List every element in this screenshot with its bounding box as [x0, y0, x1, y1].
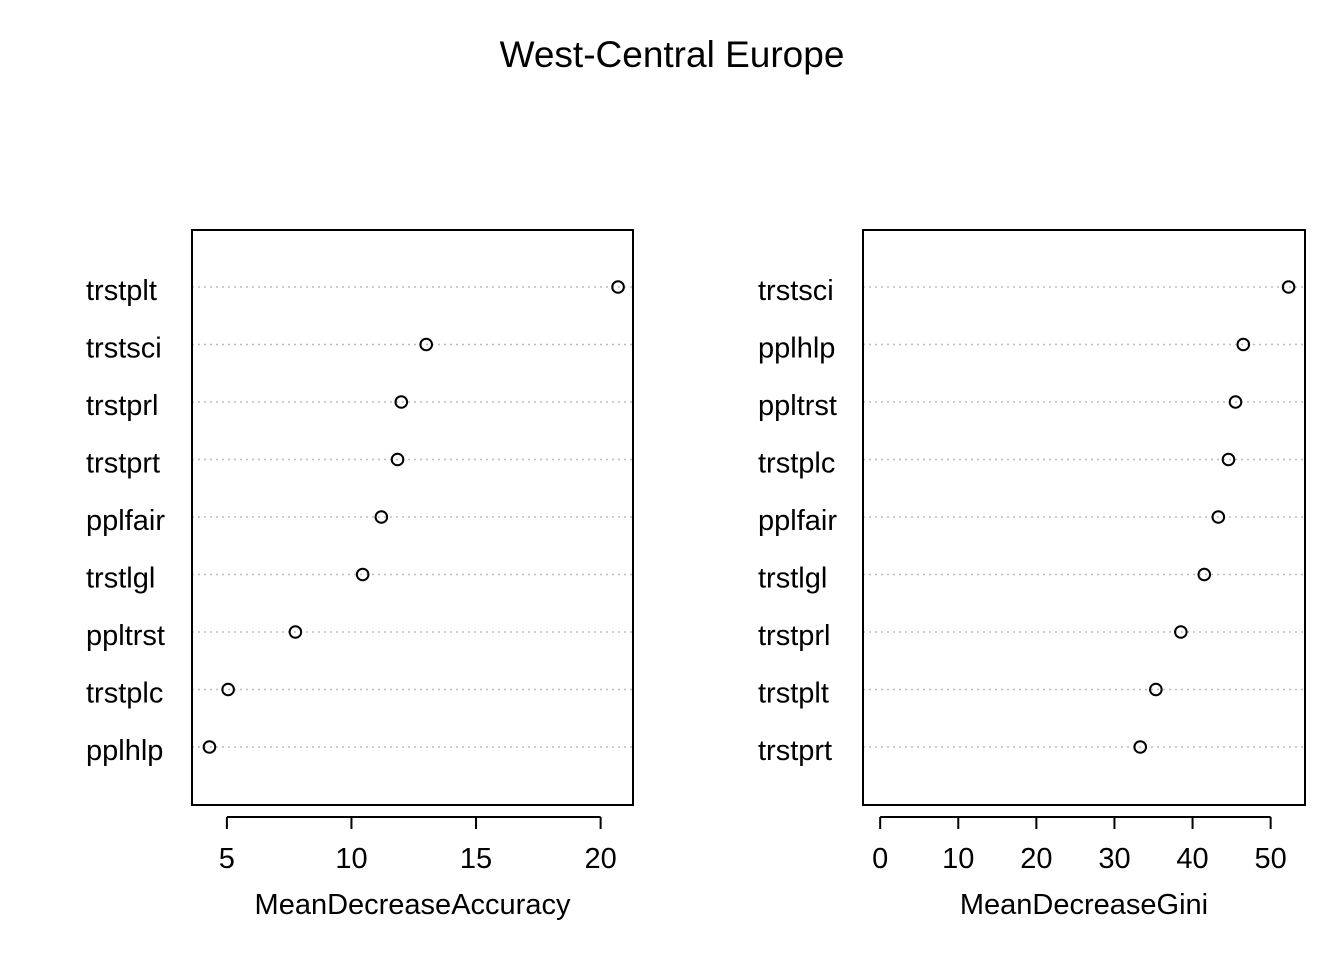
- category-label: trstplc: [758, 448, 835, 480]
- category-label: pplhlp: [758, 333, 835, 365]
- x-tick-label: 5: [219, 843, 235, 875]
- category-label: trstprt: [86, 448, 160, 480]
- x-tick-label: 30: [1098, 843, 1130, 875]
- category-label: trstlgl: [86, 563, 155, 595]
- data-point: [1236, 337, 1251, 352]
- category-label: trstsci: [758, 275, 834, 307]
- page-title: West-Central Europe: [499, 34, 845, 75]
- data-point: [1133, 740, 1148, 754]
- data-point: [611, 280, 625, 294]
- category-label: trstprl: [758, 620, 831, 652]
- chart-panel-2: trstsci pplhlp ppltrst trstplc pplfair trstlg…: [758, 229, 1306, 921]
- category-label: ppltrst: [86, 620, 165, 652]
- data-point: [374, 510, 389, 524]
- x-tick-label: 10: [942, 843, 974, 875]
- x-axis-label: MeanDecreaseAccuracy: [255, 889, 571, 921]
- x-tick-label: 0: [872, 843, 888, 875]
- data-point: [1228, 395, 1243, 409]
- x-tick-label: 20: [1020, 843, 1052, 875]
- data-point: [355, 567, 370, 582]
- data-point: [419, 337, 434, 352]
- x-tick-label: 50: [1255, 843, 1287, 875]
- category-label: trstplt: [86, 275, 157, 307]
- x-tick-label: 15: [460, 843, 492, 875]
- x-axis-label: MeanDecreaseGini: [960, 889, 1208, 921]
- data-point: [1149, 682, 1163, 697]
- data-point: [1197, 567, 1212, 582]
- data-point: [1174, 625, 1188, 639]
- plot-frame: [191, 229, 634, 806]
- x-tick-label: 20: [584, 843, 616, 875]
- x-tick-label: 40: [1176, 843, 1208, 875]
- category-label: trstlgl: [758, 563, 827, 595]
- category-label: trstprt: [758, 735, 832, 767]
- category-label: ppltrst: [758, 390, 837, 422]
- data-point: [1281, 280, 1296, 294]
- plot-frame: [862, 229, 1306, 806]
- category-label: trstplc: [86, 678, 163, 710]
- data-point: [390, 452, 405, 467]
- data-point: [1221, 452, 1236, 467]
- chart-panel-1: trstplt trstsci trstprl trstprt pplfair trstl…: [86, 229, 634, 921]
- data-point: [202, 740, 217, 754]
- data-point: [221, 682, 235, 697]
- category-label: pplfair: [86, 505, 165, 537]
- data-point: [1211, 510, 1226, 524]
- category-label: trstsci: [86, 333, 162, 365]
- category-label: trstplt: [758, 678, 829, 710]
- category-label: pplfair: [758, 505, 837, 537]
- data-point: [288, 625, 303, 639]
- category-label: trstprl: [86, 390, 159, 422]
- category-label: pplhlp: [86, 735, 163, 767]
- x-tick-label: 10: [335, 843, 367, 875]
- data-point: [394, 395, 409, 409]
